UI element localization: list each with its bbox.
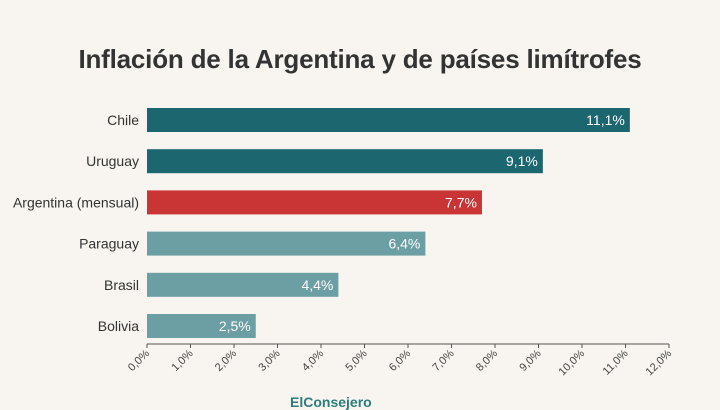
brand-logo: ElConsejero — [290, 394, 372, 410]
bar — [147, 108, 630, 132]
x-tick-label: 11,0% — [601, 347, 631, 377]
data-label: 9,1% — [506, 153, 538, 169]
x-tick-label: 4,0% — [300, 347, 326, 373]
category-label: Chile — [107, 112, 139, 128]
bar — [147, 190, 482, 215]
chart-title: Inflación de la Argentina y de países li… — [78, 44, 642, 74]
x-tick-label: 3,0% — [256, 347, 282, 373]
category-label: Argentina (mensual) — [13, 194, 139, 210]
data-label: 7,7% — [445, 194, 477, 210]
x-tick-label: 10,0% — [557, 347, 588, 378]
x-tick-label: 6,0% — [387, 347, 413, 373]
bar — [147, 149, 543, 174]
category-label: Paraguay — [79, 236, 139, 252]
x-tick-label: 12,0% — [644, 347, 675, 378]
data-label: 11,1% — [586, 112, 625, 128]
data-label: 2,5% — [219, 318, 251, 334]
x-tick-label: 7,0% — [430, 347, 456, 373]
x-tick-label: 2,0% — [213, 347, 239, 373]
category-label: Brasil — [104, 277, 139, 293]
x-tick-label: 9,0% — [517, 347, 543, 373]
x-tick-label: 5,0% — [343, 347, 369, 373]
bar — [147, 272, 339, 297]
x-tick-label: 0,0% — [126, 347, 152, 373]
category-label: Uruguay — [86, 153, 139, 169]
category-label: Bolivia — [98, 318, 139, 334]
bar — [147, 314, 256, 338]
data-label: 4,4% — [301, 277, 333, 293]
bar — [147, 231, 426, 256]
x-tick-label: 1,0% — [169, 347, 195, 373]
x-tick-label: 8,0% — [474, 347, 500, 373]
data-label: 6,4% — [388, 236, 420, 252]
